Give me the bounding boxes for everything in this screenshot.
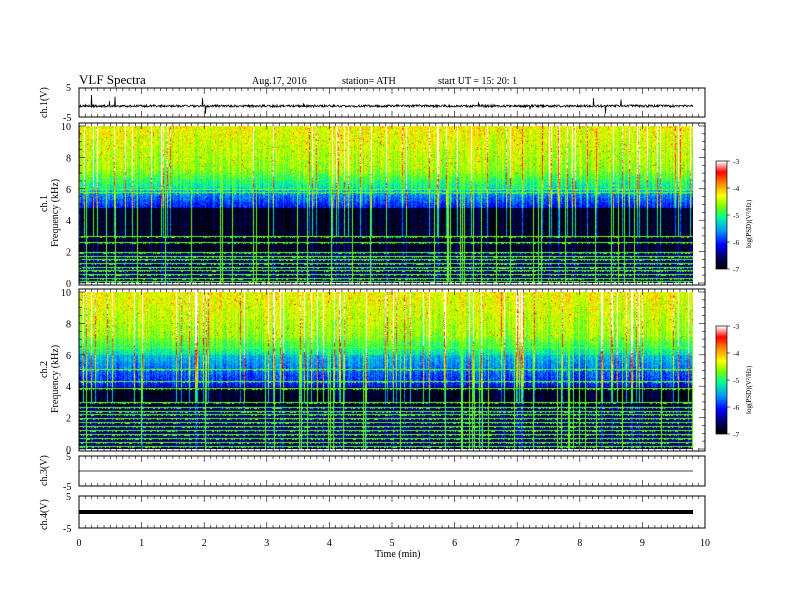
ch1-ytick-top: 5 — [66, 83, 71, 94]
start-time-label: start UT = 15: 20: 1 — [438, 76, 517, 87]
colorbar-tick-label: -7 — [733, 430, 739, 439]
x-tick-label: 3 — [264, 538, 269, 549]
ch1-waveform-ylabel: ch.1(V) — [39, 87, 50, 118]
time-axis-label: Time (min) — [375, 549, 420, 560]
y-tick-label: 6 — [66, 351, 71, 362]
colorbar-tick-label: -6 — [733, 238, 739, 247]
ch1-colorbar-label: log(PSD)(V²/Hz) — [745, 199, 753, 248]
y-tick-label: 4 — [66, 382, 71, 393]
x-tick-label: 5 — [390, 538, 395, 549]
y-tick-label: 0 — [66, 279, 71, 290]
y-tick-label: 2 — [66, 414, 71, 425]
y-tick-label: 10 — [61, 288, 71, 299]
y-tick-label: 4 — [66, 216, 71, 227]
time-axis-tick-labels: 0 1 2 3 4 5 6 7 8 9 10 — [77, 538, 711, 549]
ch2-channel-label: ch.2 — [39, 361, 50, 378]
colorbar-tick-label: -4 — [733, 349, 739, 358]
ch3-ytick-top: 5 — [66, 452, 71, 463]
y-tick-label: 6 — [66, 185, 71, 196]
colorbar-tick-label: -5 — [733, 211, 739, 220]
ch1-spectrogram-panel: 10 8 6 4 2 0 ch.1 Frequency (kHz) — [39, 122, 706, 290]
date-label: Aug.17, 2016 — [252, 76, 307, 87]
ch4-ytick-top: 5 — [66, 492, 71, 503]
ch2-frequency-ylabel: Frequency (kHz) — [50, 345, 61, 413]
x-tick-label: 9 — [640, 538, 645, 549]
ch3-waveform-ylabel: ch.3(V) — [39, 455, 50, 486]
x-tick-label: 7 — [515, 538, 520, 549]
colorbar-tick-label: -4 — [733, 184, 739, 193]
ch4-ytick-bottom: -5 — [63, 524, 71, 535]
ch1-freq-ticks: 10 8 6 4 2 0 — [61, 122, 705, 290]
colorbar-tick-label: -3 — [733, 157, 739, 166]
figure-title: VLF Spectra — [79, 72, 146, 87]
ch2-colorbar-label: log(PSD)(V²/Hz) — [745, 365, 753, 414]
ch1-channel-label: ch.1 — [39, 195, 50, 212]
ch1-colorbar: -3 -4 -5 -6 -7 log(PSD)(V²/Hz) — [715, 157, 753, 274]
x-tick-label: 0 — [77, 538, 82, 549]
colorbar-tick-label: -6 — [733, 403, 739, 412]
ch1-waveform-trace — [78, 94, 694, 114]
colorbar-tick-label: -3 — [733, 322, 739, 331]
y-tick-label: 8 — [66, 319, 71, 330]
ch1-ytick-bottom: -5 — [63, 113, 71, 124]
y-tick-label: 10 — [61, 122, 71, 133]
ch2-spectrogram-panel: 10 8 6 4 2 0 ch.2 Frequency (kHz) — [39, 288, 706, 456]
ch2-freq-ticks: 10 8 6 4 2 0 — [61, 288, 705, 456]
ch2-colorbar: -3 -4 -5 -6 -7 log(PSD)(V²/Hz) — [715, 322, 753, 439]
ch1-colorbar-image — [716, 161, 727, 269]
x-tick-label: 8 — [577, 538, 582, 549]
ch1-frequency-ylabel: Frequency (kHz) — [50, 179, 61, 247]
x-tick-label: 4 — [327, 538, 332, 549]
ch4-waveform-ylabel: ch.4(V) — [39, 499, 50, 530]
x-tick-label: 10 — [700, 538, 710, 549]
y-tick-label: 2 — [66, 248, 71, 259]
colorbar-tick-label: -5 — [733, 376, 739, 385]
ch3-ytick-bottom: -5 — [63, 482, 71, 493]
x-tick-label: 1 — [139, 538, 144, 549]
ch1-colorbar-ticks: -3 -4 -5 -6 -7 — [727, 157, 739, 274]
y-tick-label: 0 — [66, 445, 71, 456]
x-tick-label: 2 — [202, 538, 207, 549]
ch2-colorbar-image — [716, 326, 727, 434]
y-tick-label: 8 — [66, 153, 71, 164]
ch2-colorbar-ticks: -3 -4 -5 -6 -7 — [727, 322, 739, 439]
time-axis-ticks — [78, 88, 706, 528]
ch2-spectrogram-image — [79, 292, 693, 449]
station-label: station= ATH — [342, 76, 396, 87]
ch1-spectrogram-image — [79, 126, 693, 283]
colorbar-tick-label: -7 — [733, 265, 739, 274]
x-tick-label: 6 — [452, 538, 457, 549]
